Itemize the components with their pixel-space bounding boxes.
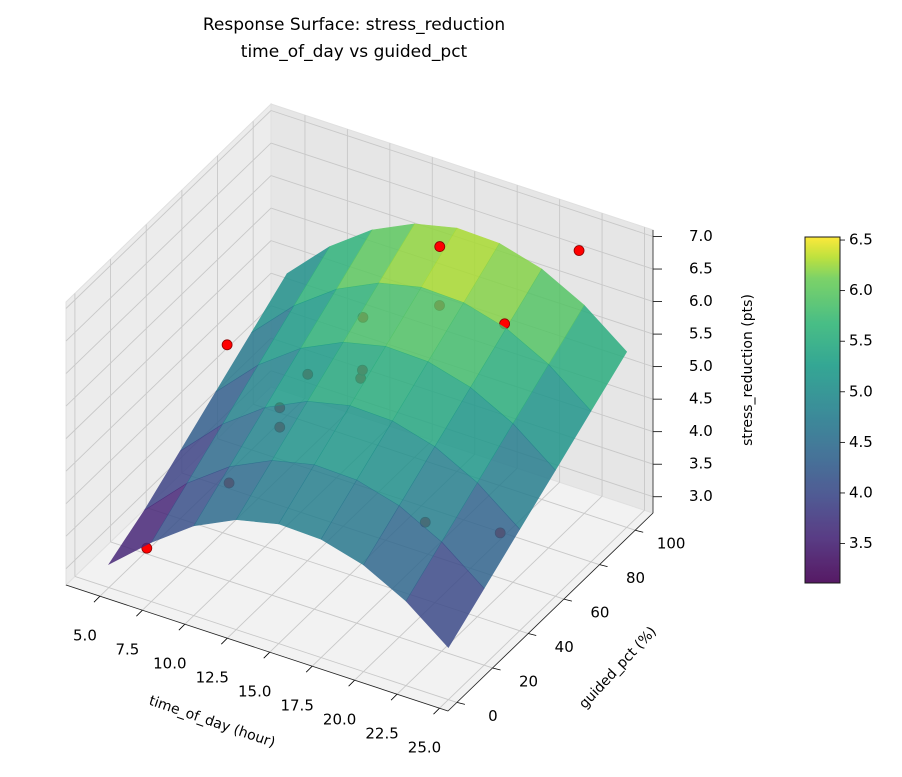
grid-line — [65, 240, 272, 439]
x-tick-label: 15.0 — [238, 683, 271, 701]
grid-line — [439, 509, 645, 709]
y-axis-label: guided_pct (%) — [576, 624, 660, 712]
data-point — [221, 339, 233, 351]
y-tick — [563, 598, 572, 602]
x-tick-label: 12.5 — [196, 669, 229, 687]
x-tick — [221, 637, 228, 645]
grid-line — [65, 207, 272, 407]
x-tick-label: 10.0 — [153, 655, 186, 673]
x-tick — [390, 693, 398, 701]
plot-area — [108, 223, 628, 648]
x-tick-label: 20.0 — [323, 711, 356, 729]
x-tick — [263, 651, 271, 659]
x-axis-label: time_of_day (hour) — [147, 693, 277, 751]
z-tick-label: 3.0 — [689, 487, 713, 505]
z-tick-label: 6.0 — [689, 292, 713, 310]
y-tick — [599, 564, 608, 568]
y-tick-label: 60 — [590, 604, 609, 622]
grid-line — [270, 110, 654, 237]
grid-line — [270, 142, 654, 270]
z-tick-label: 6.5 — [689, 260, 713, 278]
z-tick-label: 4.0 — [689, 422, 713, 440]
z-tick-label: 7.0 — [689, 227, 713, 245]
y-tick — [635, 529, 644, 533]
z-tick-label: 5.0 — [689, 357, 713, 375]
colorbar-tick-label: 4.5 — [849, 433, 873, 451]
x-tick-label: 22.5 — [365, 725, 398, 743]
y-tick — [492, 667, 501, 671]
grid-line — [110, 541, 493, 669]
x-tick — [93, 595, 101, 603]
colorbar-tick-label: 5.5 — [849, 332, 873, 350]
grid-line — [65, 110, 272, 309]
y-tick-label: 20 — [519, 672, 538, 690]
x-tick-label: 5.0 — [73, 627, 97, 645]
grid-line — [65, 305, 272, 505]
y-tick — [456, 702, 466, 705]
y-tick — [528, 633, 537, 636]
axis-line — [447, 512, 654, 712]
colorbar-axis: 3.5 4.0 4.5 5.0 5.5 6.0 6.5 — [840, 231, 873, 552]
data-point — [573, 245, 585, 256]
x-tick-label: 7.5 — [115, 641, 139, 659]
axis-line — [65, 584, 449, 712]
x-tick-label: 17.5 — [280, 697, 313, 715]
z-axis-label: stress_reduction (pts) — [740, 294, 756, 446]
y-tick-label: 0 — [488, 707, 498, 725]
grid-line — [65, 142, 272, 342]
x-tick — [433, 707, 440, 715]
grid-line — [396, 495, 603, 695]
colorbar — [804, 236, 841, 584]
colorbar-tick-label: 6.5 — [849, 231, 873, 249]
colorbar-tick-label: 3.5 — [849, 534, 873, 552]
z-tick-label: 3.5 — [689, 455, 713, 473]
y-tick-label: 100 — [657, 535, 686, 553]
x-tick — [305, 665, 313, 673]
grid-line — [65, 272, 272, 472]
x-tick — [136, 609, 143, 617]
colorbar-tick-label: 6.0 — [849, 281, 873, 299]
x-tick — [348, 679, 355, 687]
x-tick-label: 25.0 — [408, 739, 441, 757]
chart-subtitle: time_of_day vs guided_pct — [241, 42, 468, 62]
surface-patch — [363, 505, 442, 602]
grid-line — [65, 175, 272, 374]
x-tick — [178, 623, 186, 631]
grid-line — [74, 575, 458, 703]
colorbar-tick-label: 4.0 — [849, 483, 873, 501]
y-tick-label: 40 — [555, 638, 574, 656]
z-tick-label: 4.5 — [689, 390, 713, 408]
chart-title: Response Surface: stress_reduction — [203, 15, 505, 35]
data-point — [434, 241, 446, 252]
z-tick-label: 5.5 — [689, 325, 713, 343]
colorbar-tick-label: 5.0 — [849, 382, 873, 400]
y-tick-label: 80 — [626, 569, 645, 587]
